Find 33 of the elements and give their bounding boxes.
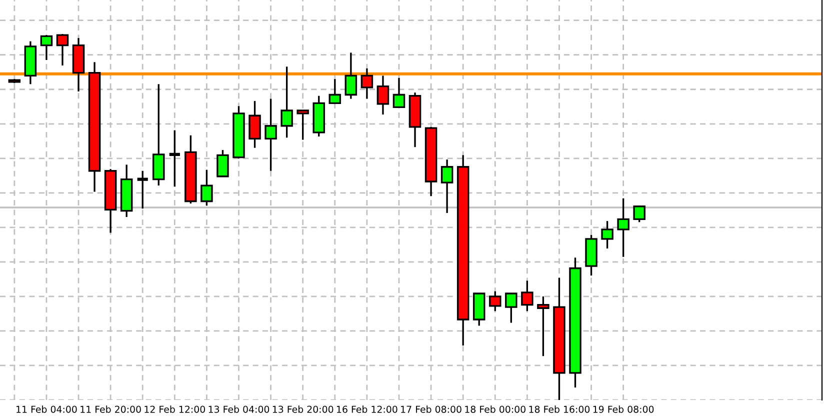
candlestick	[521, 280, 534, 312]
candlestick	[40, 34, 53, 61]
candlestick	[248, 100, 261, 149]
candlestick	[392, 77, 406, 108]
candlestick	[56, 33, 69, 66]
x-tick-label: 12 Feb 12:00	[144, 406, 206, 413]
candlestick	[633, 206, 646, 223]
candlestick	[200, 168, 213, 206]
x-tick-label: 17 Feb 08:00	[401, 406, 462, 413]
candlestick	[440, 158, 454, 214]
candlestick	[537, 296, 550, 357]
candlestick	[136, 170, 150, 210]
candlestick	[360, 68, 374, 100]
candlestick	[264, 98, 277, 172]
candlestick	[168, 129, 182, 188]
x-tick-label: 11 Feb 20:00	[80, 406, 141, 413]
x-tick-label: 13 Feb 20:00	[272, 406, 334, 413]
candlestick	[617, 198, 630, 258]
candlestick	[489, 290, 502, 312]
candlestick	[601, 220, 614, 250]
x-tick-label: 18 Feb 16:00	[529, 406, 590, 413]
x-tick-label: 18 Feb 00:00	[465, 406, 526, 413]
candlestick	[328, 78, 342, 104]
candlestick	[296, 110, 309, 141]
candlestick	[344, 52, 358, 100]
x-tick-label: 16 Feb 12:00	[336, 406, 398, 413]
candlestick	[505, 292, 518, 324]
x-tick-label: 11 Feb 04:00	[16, 406, 77, 413]
candlestick	[280, 66, 293, 138]
x-tick-label: 19 Feb 08:00	[593, 406, 654, 413]
x-tick-label: 13 Feb 04:00	[208, 406, 270, 413]
candlestick	[376, 74, 390, 116]
candlestick	[216, 149, 229, 178]
